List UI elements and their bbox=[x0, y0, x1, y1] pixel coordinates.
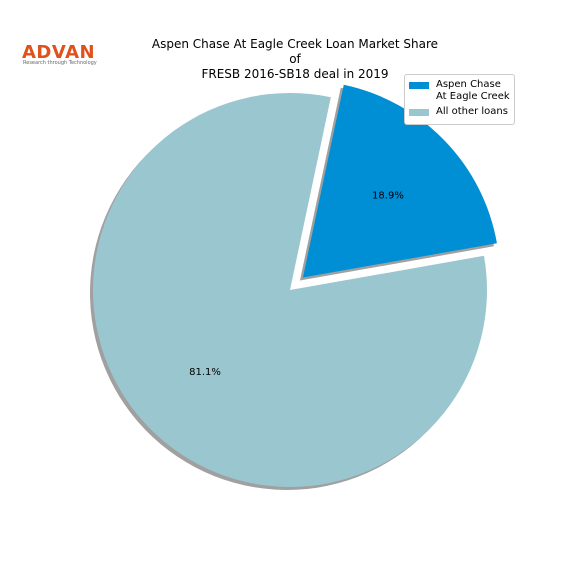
legend-swatch bbox=[409, 109, 429, 116]
legend-entry: Aspen Chase At Eagle Creek bbox=[409, 79, 510, 103]
wedge bbox=[92, 93, 488, 487]
logo-tagline: Research through Technology bbox=[23, 60, 97, 66]
chart-title: Aspen Chase At Eagle Creek Loan Market S… bbox=[151, 37, 439, 81]
legend-entry: All other loans bbox=[409, 106, 510, 118]
value-label: 81.1% bbox=[189, 367, 221, 378]
legend: Aspen Chase At Eagle Creek All other loan… bbox=[404, 74, 515, 125]
legend-label: Aspen Chase At Eagle Creek bbox=[436, 79, 510, 102]
legend-label: All other loans bbox=[436, 106, 508, 117]
value-label: 18.9% bbox=[372, 190, 404, 201]
wedge bbox=[302, 84, 497, 278]
logo: ADVAN bbox=[22, 42, 96, 63]
legend-swatch bbox=[409, 82, 429, 89]
